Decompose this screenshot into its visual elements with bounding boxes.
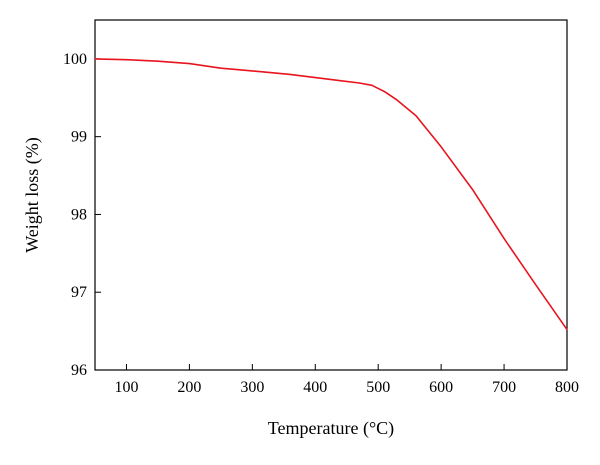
y-tick-label: 98 <box>71 206 87 223</box>
data-point <box>339 80 341 82</box>
x-tick-label: 600 <box>429 379 453 396</box>
data-point <box>371 84 373 86</box>
data-point <box>415 115 417 117</box>
data-point <box>472 189 474 191</box>
data-point <box>125 59 128 61</box>
y-tick-label: 97 <box>71 284 87 301</box>
series-layer <box>94 58 568 331</box>
x-axis-ticks: 100 200 300 400 500 600 700 800 <box>114 364 579 396</box>
x-tick-label: 500 <box>366 379 390 396</box>
data-point <box>440 146 442 148</box>
y-tick-label: 96 <box>71 362 87 379</box>
x-tick-label: 400 <box>303 379 327 396</box>
data-point <box>188 63 190 65</box>
y-tick-label: 99 <box>71 129 87 146</box>
data-point <box>503 238 505 240</box>
plot-frame <box>94 19 568 371</box>
data-point <box>383 91 386 93</box>
data-point <box>566 329 568 331</box>
data-point <box>314 77 316 79</box>
x-tick-label: 800 <box>555 379 579 396</box>
data-point <box>534 283 537 285</box>
x-tick-label: 300 <box>240 379 264 396</box>
y-axis-ticks: 96 97 98 99 100 <box>63 51 101 379</box>
series-line-0 <box>94 58 568 331</box>
data-point <box>396 99 398 101</box>
data-point <box>358 82 360 84</box>
data-point <box>157 60 159 62</box>
data-point <box>94 58 96 60</box>
y-axis-title: Weight loss (%) <box>22 137 43 253</box>
data-point <box>264 71 266 73</box>
y-tick-label: 100 <box>63 51 87 68</box>
data-point <box>239 69 241 71</box>
x-tick-label: 200 <box>177 379 201 396</box>
data-point <box>220 67 222 69</box>
data-point <box>289 73 291 75</box>
x-tick-label: 700 <box>492 379 516 396</box>
x-axis-title: Temperature (°C) <box>268 418 394 439</box>
x-tick-label: 100 <box>114 379 138 396</box>
